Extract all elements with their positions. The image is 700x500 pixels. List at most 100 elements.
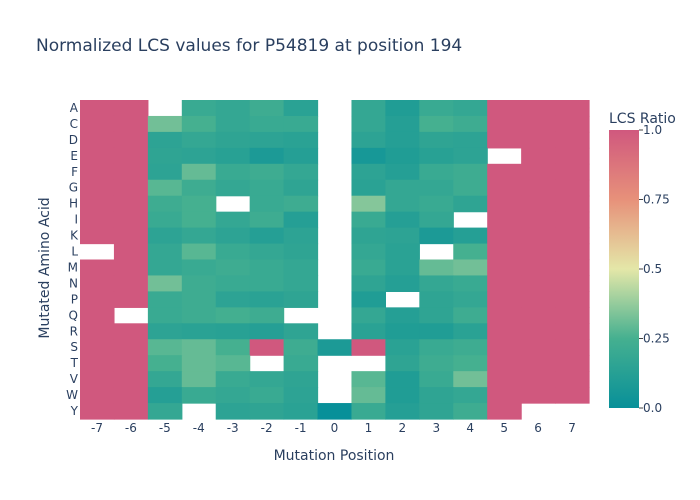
heatmap-cell bbox=[555, 275, 590, 292]
heatmap-cell bbox=[419, 227, 454, 245]
heatmap-cell bbox=[453, 227, 488, 245]
heatmap-cell bbox=[385, 211, 420, 229]
heatmap-cell bbox=[555, 371, 590, 388]
heatmap-cell bbox=[419, 147, 454, 165]
heatmap-cell bbox=[181, 387, 217, 404]
heatmap-cell bbox=[80, 323, 115, 340]
heatmap-cell bbox=[385, 227, 420, 245]
heatmap-cell bbox=[487, 355, 522, 372]
heatmap-cell bbox=[215, 339, 251, 356]
heatmap-cell bbox=[181, 147, 217, 165]
x-tick-label: 4 bbox=[466, 421, 474, 435]
heatmap-cell bbox=[215, 100, 251, 117]
heatmap-cell bbox=[147, 163, 183, 181]
heatmap-cell bbox=[555, 147, 590, 165]
x-tick-label: -7 bbox=[91, 421, 103, 435]
heatmap-cell bbox=[80, 147, 115, 165]
heatmap-cell bbox=[521, 371, 556, 388]
heatmap-cell bbox=[487, 307, 522, 324]
heatmap-cell bbox=[487, 131, 522, 149]
heatmap-cell bbox=[283, 131, 319, 149]
heatmap-cell bbox=[147, 179, 183, 197]
heatmap-cell bbox=[453, 259, 488, 277]
heatmap-cell bbox=[249, 131, 285, 149]
heatmap-cell bbox=[351, 131, 386, 149]
heatmap-cell bbox=[555, 100, 590, 117]
heatmap-cell bbox=[147, 259, 183, 277]
heatmap-cell bbox=[555, 243, 590, 261]
heatmap-cell bbox=[385, 307, 420, 324]
heatmap-cell bbox=[181, 275, 217, 292]
heatmap-cell bbox=[521, 227, 556, 245]
heatmap-cell bbox=[521, 291, 556, 308]
heatmap-cells bbox=[80, 100, 590, 420]
heatmap-cell bbox=[521, 115, 556, 133]
heatmap-cell bbox=[351, 387, 386, 404]
heatmap-cell bbox=[419, 131, 454, 149]
heatmap-cell bbox=[487, 339, 522, 356]
heatmap-cell bbox=[215, 179, 251, 197]
heatmap-cell bbox=[80, 355, 115, 372]
heatmap-cell bbox=[283, 355, 319, 372]
heatmap-cell bbox=[453, 339, 488, 356]
heatmap-cell bbox=[147, 195, 183, 213]
x-tick-label: 5 bbox=[500, 421, 508, 435]
heatmap-cell bbox=[351, 403, 386, 420]
heatmap-cell bbox=[487, 179, 522, 197]
heatmap-cell bbox=[181, 355, 217, 372]
heatmap-cell bbox=[283, 259, 319, 277]
heatmap-cell bbox=[453, 243, 488, 261]
heatmap-cell bbox=[419, 339, 454, 356]
heatmap-cell bbox=[419, 371, 454, 388]
heatmap-cell bbox=[283, 227, 319, 245]
heatmap-cell bbox=[283, 243, 319, 261]
heatmap-cell bbox=[453, 163, 488, 181]
y-tick-label: M bbox=[68, 260, 78, 274]
heatmap-cell bbox=[453, 355, 488, 372]
heatmap-cell bbox=[453, 323, 488, 340]
heatmap-cell bbox=[113, 131, 149, 149]
heatmap-cell bbox=[385, 243, 420, 261]
heatmap-cell bbox=[351, 115, 386, 133]
heatmap-cell bbox=[351, 195, 386, 213]
colorbar-tick-label: 0.75 bbox=[643, 193, 670, 207]
y-tick-label: L bbox=[71, 245, 78, 259]
heatmap-cell bbox=[181, 115, 217, 133]
x-tick-label: 2 bbox=[399, 421, 407, 435]
heatmap-cell bbox=[385, 339, 420, 356]
heatmap-cell bbox=[555, 307, 590, 324]
heatmap-cell bbox=[521, 387, 556, 404]
heatmap-cell bbox=[80, 259, 115, 277]
heatmap-cell bbox=[487, 387, 522, 404]
heatmap-cell bbox=[521, 339, 556, 356]
heatmap-cell bbox=[385, 131, 420, 149]
heatmap-cell bbox=[215, 131, 251, 149]
heatmap-cell bbox=[80, 339, 115, 356]
x-tick-label: 7 bbox=[568, 421, 576, 435]
heatmap-cell bbox=[283, 275, 319, 292]
heatmap-cell bbox=[215, 147, 251, 165]
heatmap-cell bbox=[147, 131, 183, 149]
heatmap-cell bbox=[453, 131, 488, 149]
heatmap-cell bbox=[419, 179, 454, 197]
heatmap-cell bbox=[113, 195, 149, 213]
heatmap-cell bbox=[385, 323, 420, 340]
heatmap-cell bbox=[80, 115, 115, 133]
heatmap-cell bbox=[283, 179, 319, 197]
y-tick-label: Q bbox=[69, 308, 78, 322]
colorbar: LCS Ratio 0.0 0.25 0.5 0.75 1.0 bbox=[609, 111, 676, 415]
heatmap-cell bbox=[487, 371, 522, 388]
x-tick-labels: -7 -6 -5 -4 -3 -2 -1 0 1 2 3 4 5 6 7 bbox=[91, 421, 576, 435]
heatmap-cell bbox=[317, 339, 353, 356]
heatmap-cell bbox=[487, 227, 522, 245]
colorbar-tick-label: 0.0 bbox=[643, 401, 662, 415]
heatmap-cell bbox=[147, 291, 183, 308]
heatmap-cell bbox=[249, 259, 285, 277]
heatmap-cell bbox=[147, 355, 183, 372]
heatmap-cell bbox=[521, 211, 556, 229]
heatmap-cell bbox=[249, 163, 285, 181]
heatmap-cell bbox=[215, 259, 251, 277]
heatmap-cell bbox=[419, 307, 454, 324]
heatmap-cell bbox=[215, 355, 251, 372]
